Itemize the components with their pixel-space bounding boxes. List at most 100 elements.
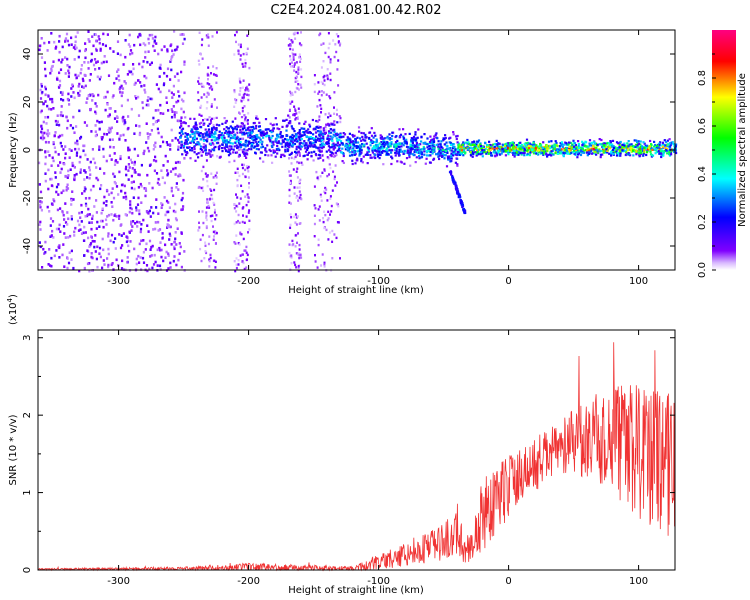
heatmap-cell <box>173 30 176 33</box>
heatmap-cell <box>498 142 501 145</box>
heatmap-cell <box>135 262 138 266</box>
heatmap-cell <box>182 205 185 208</box>
heatmap-cell <box>456 141 459 144</box>
heatmap-cell <box>288 201 291 204</box>
heatmap-cell <box>77 91 80 95</box>
heatmap-cell <box>54 150 57 154</box>
heatmap-cell <box>633 150 636 153</box>
heatmap-cell <box>204 128 207 131</box>
heatmap-cell <box>199 148 202 151</box>
heatmap-cell <box>258 136 261 140</box>
heatmap-cell <box>225 139 228 142</box>
heatmap-cell <box>295 135 298 138</box>
heatmap-cell <box>225 129 228 132</box>
heatmap-cell <box>586 154 589 157</box>
heatmap-cell <box>329 195 332 198</box>
heatmap-cell <box>88 262 91 265</box>
heatmap-cell <box>235 221 238 224</box>
heatmap-cell <box>126 236 129 239</box>
heatmap-cell <box>185 140 188 143</box>
heatmap-cell <box>145 141 148 144</box>
heatmap-cell <box>127 146 130 150</box>
heatmap-cell <box>318 134 321 137</box>
heatmap-cell <box>336 121 339 124</box>
heatmap-cell <box>492 151 495 154</box>
heatmap-cell <box>118 217 121 220</box>
heatmap-cell <box>241 220 244 224</box>
heatmap-cell <box>168 143 172 146</box>
heatmap-cell <box>321 90 323 93</box>
heatmap-cell <box>377 148 380 151</box>
heatmap-cell <box>545 152 548 156</box>
heatmap-cell <box>307 131 310 134</box>
heatmap-cell <box>120 234 123 237</box>
heatmap-cell <box>290 151 294 154</box>
heatmap-cell <box>213 136 216 139</box>
heatmap-cell <box>289 58 292 61</box>
heatmap-cell <box>325 123 328 126</box>
heatmap-cell <box>457 145 460 148</box>
heatmap-cell <box>195 130 198 133</box>
heatmap-cell <box>351 153 354 156</box>
heatmap-cell <box>290 216 293 219</box>
heatmap-cell <box>329 166 332 170</box>
heatmap-cell <box>324 125 327 129</box>
heatmap-cell <box>55 249 58 252</box>
heatmap-cell <box>364 153 367 156</box>
heatmap-cell <box>323 210 326 213</box>
heatmap-cell <box>416 136 419 139</box>
heatmap-cell <box>632 145 635 148</box>
heatmap-cell <box>131 167 134 170</box>
heatmap-cell <box>333 112 336 115</box>
heatmap-cell <box>170 189 173 193</box>
heatmap-cell <box>95 199 98 202</box>
heatmap-cell <box>418 157 421 160</box>
heatmap-cell <box>320 146 323 149</box>
heatmap-cell <box>74 147 77 151</box>
heatmap-cell <box>239 254 242 257</box>
heatmap-cell <box>50 108 53 111</box>
heatmap-cell <box>293 157 296 160</box>
heatmap-cell <box>146 132 149 135</box>
heatmap-cell <box>323 263 326 266</box>
heatmap-cell <box>297 66 300 69</box>
heatmap-cell <box>404 141 407 145</box>
heatmap-cell <box>209 155 212 158</box>
heatmap-cell <box>337 148 340 151</box>
heatmap-cell <box>608 147 611 150</box>
heatmap-cell <box>157 212 160 215</box>
heatmap-cell <box>398 151 401 154</box>
heatmap-cell <box>246 128 249 131</box>
heatmap-cell <box>247 211 250 214</box>
heatmap-cell <box>300 256 303 259</box>
heatmap-cell <box>215 74 218 77</box>
heatmap-cell <box>70 95 73 98</box>
heatmap-cell <box>232 130 235 133</box>
heatmap-cell <box>210 128 213 131</box>
heatmap-cell <box>327 157 330 160</box>
heatmap-cell <box>112 172 115 176</box>
heatmap-cell <box>433 135 436 138</box>
heatmap-cell <box>148 164 152 167</box>
heatmap-cell <box>330 146 333 149</box>
heatmap-cell <box>319 146 322 149</box>
heatmap-cell <box>146 173 149 177</box>
heatmap-cell <box>445 141 448 144</box>
heatmap-cell <box>150 97 154 101</box>
heatmap-cell <box>402 135 405 138</box>
heatmap-cell <box>191 129 194 132</box>
heatmap-cell <box>62 148 65 151</box>
heatmap-cell <box>193 138 196 141</box>
heatmap-cell <box>246 47 249 50</box>
heatmap-cell <box>560 141 564 144</box>
heatmap-cell <box>89 243 92 247</box>
heatmap-cell <box>245 86 248 89</box>
heatmap-cell <box>573 151 576 154</box>
heatmap-cell <box>208 206 211 209</box>
heatmap-cell <box>456 153 459 156</box>
heatmap-cell <box>275 138 278 141</box>
heatmap-cell <box>242 131 246 134</box>
heatmap-cell <box>123 80 126 83</box>
heatmap-cell <box>298 111 301 114</box>
heatmap-cell <box>77 147 80 151</box>
